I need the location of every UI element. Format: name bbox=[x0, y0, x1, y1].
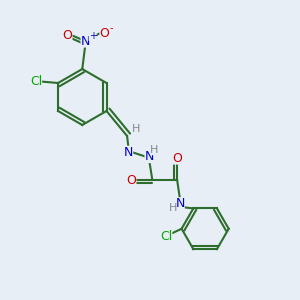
Text: O: O bbox=[99, 27, 109, 40]
Text: N: N bbox=[176, 197, 185, 210]
Text: N: N bbox=[145, 150, 154, 163]
Text: H: H bbox=[169, 203, 177, 213]
Text: -: - bbox=[109, 23, 112, 33]
Text: N: N bbox=[124, 146, 133, 159]
Text: Cl: Cl bbox=[160, 230, 172, 243]
Text: H: H bbox=[150, 145, 159, 155]
Text: H: H bbox=[132, 124, 141, 134]
Text: O: O bbox=[172, 152, 182, 165]
Text: O: O bbox=[63, 29, 73, 42]
Text: +: + bbox=[88, 31, 97, 41]
Text: O: O bbox=[127, 174, 136, 187]
Text: N: N bbox=[80, 34, 90, 48]
Text: Cl: Cl bbox=[30, 75, 42, 88]
